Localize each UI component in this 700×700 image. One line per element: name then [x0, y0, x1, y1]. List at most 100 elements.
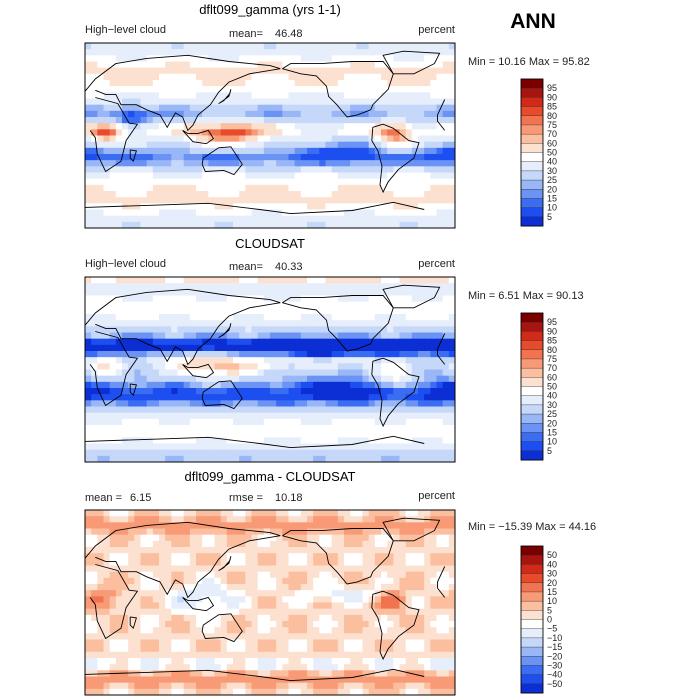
heatmap-cell: [109, 639, 117, 647]
heatmap-cell: [393, 209, 401, 217]
heatmap-cell: [177, 553, 185, 560]
heatmap-cell: [146, 147, 154, 155]
heatmap-cell: [294, 633, 302, 641]
heatmap-cell: [356, 209, 364, 217]
heatmap-cell: [214, 67, 222, 75]
heatmap-cell: [319, 351, 327, 358]
heatmap-cell: [313, 129, 320, 137]
heatmap-cell: [307, 357, 314, 364]
heatmap-cell: [140, 621, 148, 628]
heatmap-cell: [442, 357, 450, 364]
heatmap-cell: [128, 406, 135, 414]
heatmap-cell: [208, 178, 216, 186]
heatmap-cell: [85, 621, 92, 628]
heatmap-cell: [337, 553, 345, 560]
heatmap-cell: [350, 614, 357, 622]
heatmap-cell: [91, 326, 98, 334]
heatmap-cell: [288, 123, 296, 130]
heatmap-cell: [442, 584, 450, 591]
heatmap-cell: [115, 215, 123, 223]
heatmap-cell: [196, 369, 203, 377]
heatmap-cell: [424, 184, 431, 192]
heatmap-cell: [300, 455, 308, 462]
heatmap-cell: [239, 307, 246, 315]
heatmap-cell: [109, 590, 117, 597]
heatmap-cell: [251, 221, 259, 228]
heatmap-cell: [442, 104, 450, 112]
heatmap-cell: [183, 577, 191, 585]
heatmap-cell: [128, 602, 135, 610]
heatmap-cell: [300, 584, 308, 591]
heatmap-cell: [294, 418, 302, 426]
heatmap-cell: [165, 277, 172, 284]
heatmap-cell: [368, 375, 376, 383]
heatmap-cell: [97, 412, 105, 420]
heatmap-cell: [436, 614, 444, 622]
heatmap-cell: [405, 80, 413, 87]
heatmap-cell: [115, 431, 123, 438]
heatmap-cell: [245, 547, 253, 554]
heatmap-cell: [362, 553, 370, 560]
heatmap-cell: [122, 301, 129, 309]
heatmap-cell: [362, 191, 370, 198]
heatmap-cell: [331, 418, 339, 426]
heatmap-cell: [288, 129, 296, 137]
heatmap-cell: [307, 141, 314, 149]
heatmap-cell: [122, 135, 129, 143]
heatmap-cell: [220, 277, 228, 284]
heatmap-cell: [220, 590, 228, 597]
heatmap-cell: [122, 412, 129, 420]
heatmap-cell: [393, 510, 401, 517]
heatmap-cell: [356, 160, 364, 167]
heatmap-cell: [152, 43, 160, 50]
heatmap-cell: [134, 49, 142, 56]
heatmap-cell: [282, 283, 290, 290]
heatmap-cell: [411, 73, 419, 81]
heatmap-cell: [418, 98, 425, 106]
heatmap-cell: [313, 437, 320, 445]
heatmap-cell: [350, 172, 357, 180]
heatmap-cell: [263, 277, 271, 284]
heatmap-cell: [165, 104, 172, 112]
heatmap-cell: [171, 455, 179, 462]
heatmap-cell: [165, 357, 172, 364]
heatmap-cell: [307, 326, 314, 334]
heatmap-cell: [436, 400, 444, 408]
heatmap-cell: [189, 394, 197, 401]
heatmap-cell: [344, 369, 351, 377]
heatmap-cell: [245, 314, 253, 321]
heatmap-cell: [103, 215, 111, 223]
heatmap-cell: [134, 639, 142, 647]
heatmap-cell: [251, 184, 259, 192]
heatmap-cell: [152, 289, 160, 297]
heatmap-cell: [350, 418, 357, 426]
heatmap-cell: [171, 443, 179, 451]
heatmap-cell: [159, 584, 166, 591]
heatmap-cell: [91, 510, 98, 517]
heatmap-cell: [270, 135, 277, 143]
heatmap-cell: [294, 534, 302, 542]
heatmap-cell: [399, 534, 407, 542]
heatmap-cell: [171, 301, 179, 309]
heatmap-cell: [319, 277, 327, 284]
heatmap-cell: [448, 584, 455, 591]
heatmap-cell: [257, 338, 265, 346]
heatmap-cell: [282, 418, 290, 426]
heatmap-cell: [109, 49, 117, 56]
heatmap-cell: [165, 184, 172, 192]
heatmap-cell: [128, 443, 135, 451]
heatmap-cell: [97, 584, 105, 591]
heatmap-cell: [214, 295, 222, 303]
heatmap-cell: [152, 129, 160, 137]
heatmap-cell: [368, 510, 376, 517]
heatmap-cell: [430, 553, 438, 560]
heatmap-cell: [183, 590, 191, 597]
colorbar-bin: [520, 207, 544, 218]
heatmap-cell: [270, 540, 277, 548]
heatmap-cell: [313, 602, 320, 610]
heatmap-cell: [214, 326, 222, 334]
heatmap-cell: [152, 301, 160, 309]
heatmap-cell: [208, 49, 216, 56]
heatmap-cell: [430, 61, 438, 69]
heatmap-cell: [436, 67, 444, 75]
